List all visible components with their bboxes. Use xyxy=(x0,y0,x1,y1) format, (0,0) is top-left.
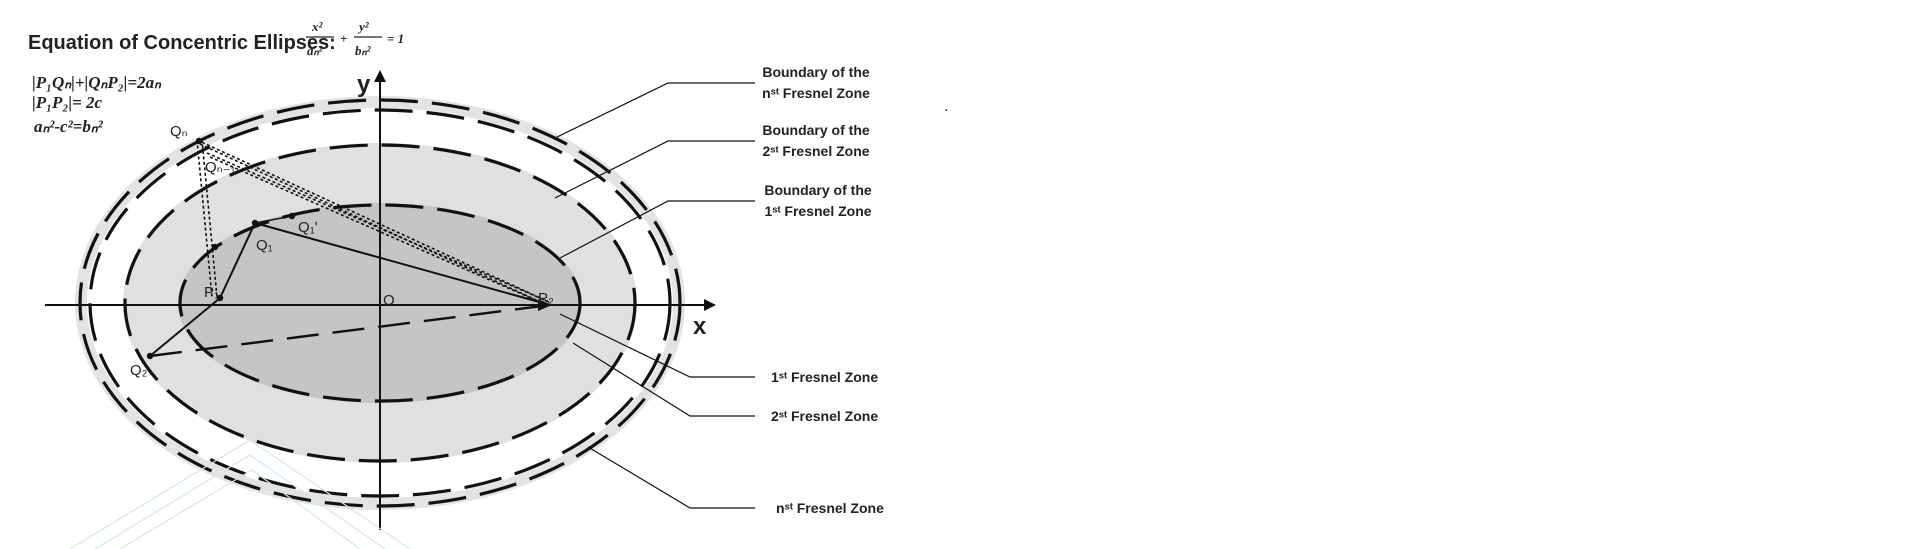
label-origin: O xyxy=(383,292,395,309)
stray-dot: . xyxy=(944,98,948,115)
label-x-axis: x xyxy=(693,313,707,340)
leader-zone-n xyxy=(587,446,755,509)
p2-arrowhead xyxy=(538,299,552,311)
callout-zone-1: 1ˢᵗ Fresnel Zone xyxy=(771,369,878,385)
leader-boundary-2 xyxy=(554,140,755,199)
leader-zone-1 xyxy=(559,313,755,378)
callout-boundary-n-line2: nˢᵗ Fresnel Zone xyxy=(762,85,870,101)
path-p1-q2 xyxy=(149,297,221,357)
page-title: Equation of Concentric Ellipses: xyxy=(28,32,336,54)
point-qn xyxy=(195,137,203,145)
callout-boundary-1-line2: 1ˢᵗ Fresnel Zone xyxy=(764,203,871,219)
point-labels: Qₙ Qₙ₋₁ Q₁ Q₁' Q₂ P₁ P₂ O x y xyxy=(130,71,707,379)
relation-focal: |P₁P₂|= 2c xyxy=(32,93,103,112)
ellipse-equation: x² aₙ² + y² bₙ² = 1 xyxy=(306,19,404,58)
eq-plus: + xyxy=(340,31,347,46)
label-q1-prime: Q₁' xyxy=(298,219,318,236)
axes xyxy=(45,70,716,530)
label-q1: Q₁ xyxy=(256,237,273,254)
callout-boundary-1-line1: Boundary of the xyxy=(764,182,872,198)
callout-labels: Boundary of the nˢᵗ Fresnel Zone Boundar… xyxy=(762,64,884,516)
label-q2: Q₂ xyxy=(130,362,148,379)
label-qn-1: Qₙ₋₁ xyxy=(205,159,236,176)
relation-axes: aₙ²-c²=bₙ² xyxy=(34,117,104,136)
path-q1-q1prime xyxy=(254,215,293,224)
header: Equation of Concentric Ellipses: x² aₙ² … xyxy=(28,19,404,136)
y-axis-arrow xyxy=(374,70,386,82)
eq-y-denominator: bₙ² xyxy=(355,43,372,58)
label-p1: P₁ xyxy=(204,284,219,301)
callout-boundary-2-line2: 2ˢᵗ Fresnel Zone xyxy=(762,143,869,159)
eq-x-denominator: aₙ² xyxy=(307,43,324,58)
x-axis-arrow xyxy=(704,299,716,311)
leader-boundary-n xyxy=(554,82,755,139)
eq-x-numerator: x² xyxy=(311,19,324,34)
relation-sum: |P₁Qₙ|+|QₙP₂|=2aₙ xyxy=(32,73,162,92)
label-qn: Qₙ xyxy=(170,123,188,140)
leader-boundary-1 xyxy=(559,200,755,259)
leader-zone-2 xyxy=(572,342,755,417)
points xyxy=(146,137,552,360)
point-q1-prime xyxy=(288,212,296,220)
point-p1 xyxy=(216,294,224,302)
eq-y-numerator: y² xyxy=(357,19,370,34)
callout-leaders xyxy=(554,82,755,509)
label-p2: P₂ xyxy=(538,290,554,307)
callout-boundary-2-line1: Boundary of the xyxy=(762,122,870,138)
callout-zone-n: nˢᵗ Fresnel Zone xyxy=(776,500,884,516)
construction-lines xyxy=(149,139,551,358)
path-q2-p2-dashed xyxy=(149,303,551,358)
point-q1 xyxy=(251,219,259,227)
point-mid xyxy=(211,243,219,251)
watermark-lines xyxy=(69,439,411,549)
point-q2 xyxy=(146,352,154,360)
path-qn-double-dotted xyxy=(196,139,550,307)
eq-rhs: = 1 xyxy=(387,31,404,46)
callout-boundary-n-line1: Boundary of the xyxy=(762,64,870,80)
label-y-axis: y xyxy=(357,71,371,98)
callout-zone-2: 2ˢᵗ Fresnel Zone xyxy=(771,408,878,424)
